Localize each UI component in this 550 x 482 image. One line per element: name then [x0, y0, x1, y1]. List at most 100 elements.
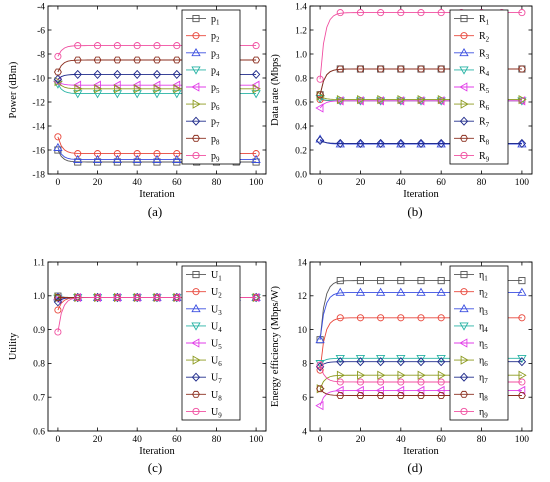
- data-point: [396, 357, 405, 367]
- data-point: [336, 314, 344, 322]
- data-point: [336, 65, 345, 73]
- legend-label: R9: [479, 151, 490, 164]
- legend-marker: [191, 303, 201, 313]
- data-point: [132, 80, 141, 90]
- data-point: [417, 370, 426, 380]
- legend-label: p6: [211, 100, 220, 113]
- plot-frame: [47, 261, 267, 432]
- data-point: [376, 357, 385, 367]
- data-point: [517, 65, 526, 73]
- panel-label-b: (b): [407, 204, 422, 219]
- legend-label: η5: [479, 339, 488, 352]
- plot-frame: [309, 5, 533, 175]
- y-tick-label: -8: [37, 50, 45, 60]
- legend-marker: [191, 322, 201, 331]
- data-point: [416, 96, 425, 106]
- data-point: [376, 65, 385, 73]
- panel-c: 0 20 40 60 80 100 0.6 0.7 0.8 0.9 1.0 1.1 Iteration U…: [8, 258, 267, 457]
- data-point: [316, 75, 324, 83]
- data-point: [396, 287, 406, 296]
- data-point: [53, 142, 63, 151]
- data-point: [377, 277, 385, 285]
- data-point: [251, 80, 260, 90]
- data-point: [437, 138, 446, 148]
- legend-label: R3: [479, 48, 490, 61]
- data-point: [436, 354, 446, 364]
- data-point: [93, 42, 102, 50]
- data-point: [173, 42, 181, 50]
- data-point: [417, 65, 425, 73]
- data-point: [357, 94, 366, 105]
- legend-marker: [460, 32, 468, 40]
- data-point: [416, 287, 426, 296]
- legend-marker: [192, 271, 200, 279]
- data-point: [252, 84, 261, 94]
- data-point: [92, 80, 101, 90]
- data-point: [518, 9, 526, 17]
- legend-marker: [192, 390, 200, 398]
- data-point: [53, 68, 62, 76]
- legend-marker: [460, 355, 469, 365]
- data-point: [416, 354, 426, 364]
- data-point: [133, 56, 142, 64]
- data-point: [152, 80, 161, 90]
- x-tick-label: 60: [436, 435, 446, 445]
- y-tick-label: -4: [37, 2, 45, 12]
- data-point: [396, 65, 405, 73]
- y-tick-label: 8: [302, 360, 307, 370]
- legend: U1 U2 U3 U4 U5 U6 U7 U8 U9: [181, 265, 241, 421]
- data-point: [173, 150, 181, 158]
- y-tick-label: 6: [302, 394, 307, 404]
- data-point: [436, 96, 445, 106]
- data-point: [436, 287, 446, 296]
- y-tick-label: -12: [32, 98, 45, 108]
- legend-label: R6: [479, 100, 490, 113]
- data-point: [396, 354, 406, 364]
- legend-label: U4: [211, 321, 222, 334]
- legend-marker: [192, 355, 201, 365]
- data-point: [153, 84, 162, 94]
- legend-marker: [460, 99, 469, 109]
- data-point: [336, 277, 344, 285]
- data-point: [336, 357, 345, 367]
- legend-label: U8: [211, 390, 222, 403]
- data-point: [315, 135, 325, 145]
- data-point: [437, 357, 446, 367]
- data-point: [252, 56, 261, 64]
- data-point: [92, 154, 103, 163]
- data-point: [517, 96, 526, 106]
- data-point: [54, 76, 63, 87]
- y-tick-label: 0.6: [295, 98, 307, 108]
- y-tick-label: -6: [37, 26, 45, 36]
- data-point: [355, 96, 364, 106]
- data-point: [336, 138, 345, 148]
- y-tick-label: 0.2: [295, 146, 307, 156]
- legend-label: p9: [211, 151, 220, 164]
- y-axis-label: Utility: [8, 332, 19, 360]
- x-tick-label: 0: [318, 435, 323, 445]
- data-point: [133, 150, 141, 158]
- legend-label: η3: [479, 304, 488, 317]
- x-tick-label: 40: [132, 178, 142, 188]
- data-point: [74, 84, 83, 94]
- data-point: [336, 94, 346, 105]
- legend-marker: [460, 288, 468, 296]
- y-axis-label: Power (dBm): [8, 61, 19, 118]
- x-axis-label: Iteration: [403, 446, 439, 457]
- data-point: [437, 392, 446, 399]
- legend-marker: [459, 372, 469, 382]
- y-tick-label: 1.2: [295, 26, 307, 36]
- data-point: [377, 94, 386, 105]
- y-tick-label: 10: [298, 326, 308, 336]
- data-point: [356, 392, 365, 399]
- data-point: [251, 154, 261, 163]
- y-tick-label: 0.7: [33, 394, 45, 404]
- x-tick-label: 0: [318, 178, 323, 188]
- data-point: [356, 277, 365, 285]
- legend-label: U9: [211, 407, 222, 420]
- data-point: [417, 9, 425, 17]
- x-axis-label: Iteration: [403, 189, 439, 200]
- legend-label: η1: [479, 270, 488, 283]
- data-point: [377, 314, 385, 322]
- legend: η1 η2 η3 η4 η5 η6 η7 η8 η9: [449, 265, 509, 421]
